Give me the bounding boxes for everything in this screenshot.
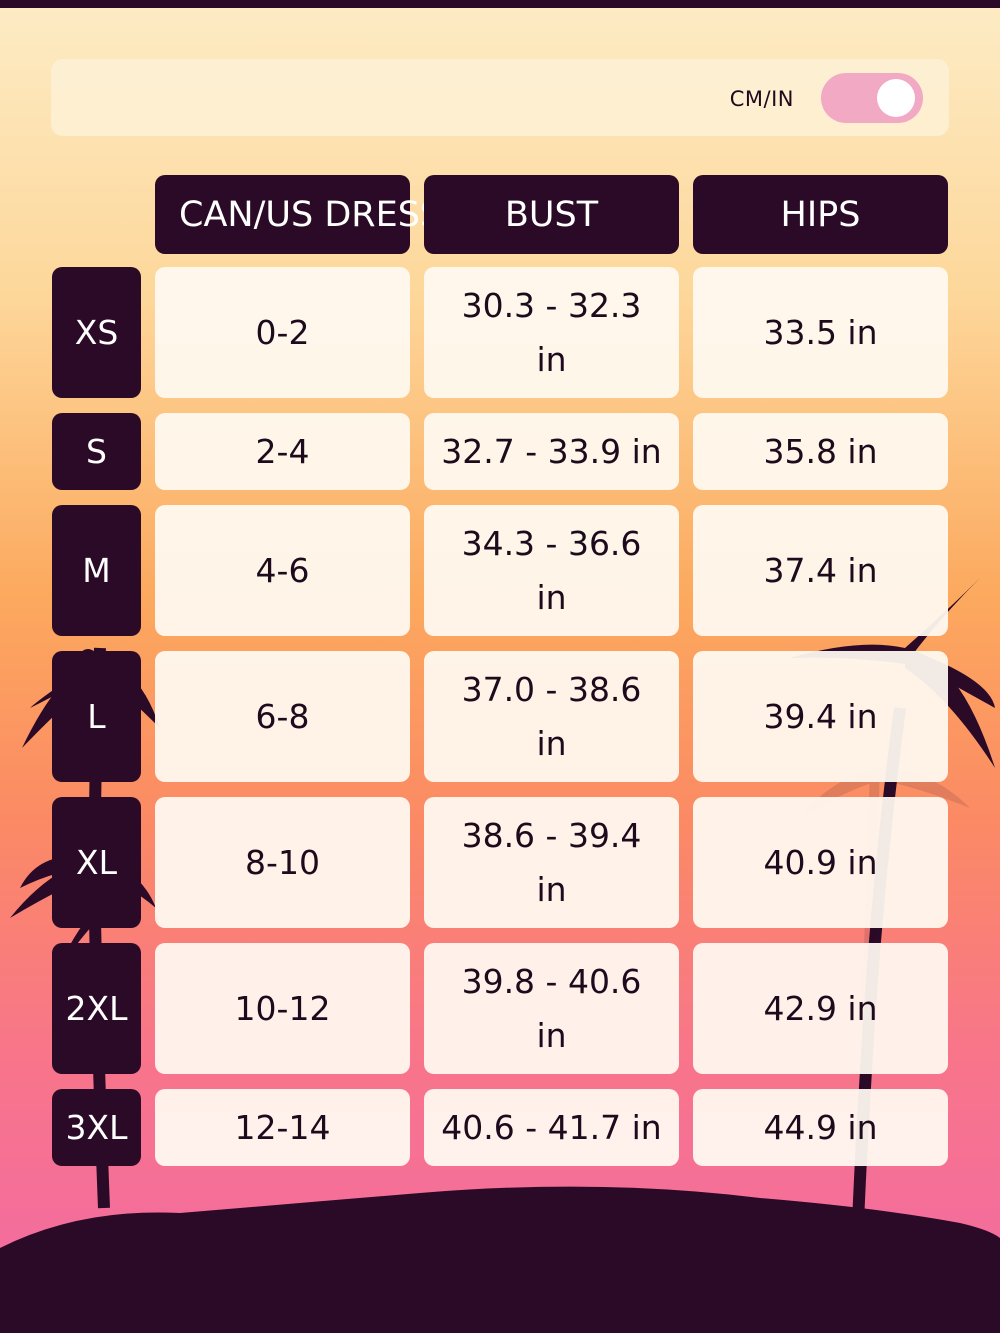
unit-toggle-switch[interactable] xyxy=(821,73,923,123)
bust-cell: 39.8 - 40.6 in xyxy=(424,943,679,1074)
column-header-bust: BUST xyxy=(424,175,679,254)
unit-toggle-label: CM/IN xyxy=(729,87,794,111)
toggle-knob xyxy=(877,79,915,117)
row-size-label: 3XL xyxy=(52,1089,141,1166)
dress-size-cell: 10-12 xyxy=(155,943,410,1074)
bust-cell: 34.3 - 36.6 in xyxy=(424,505,679,636)
row-size-label: 2XL xyxy=(52,943,141,1074)
column-header-hips: HIPS xyxy=(693,175,948,254)
hips-cell: 33.5 in xyxy=(693,267,948,398)
hips-cell: 42.9 in xyxy=(693,943,948,1074)
bust-cell: 40.6 - 41.7 in xyxy=(424,1089,679,1166)
hips-cell: 35.8 in xyxy=(693,413,948,490)
hips-cell: 44.9 in xyxy=(693,1089,948,1166)
row-size-label: XS xyxy=(52,267,141,398)
dress-size-cell: 12-14 xyxy=(155,1089,410,1166)
row-size-label: S xyxy=(52,413,141,490)
dress-size-cell: 8-10 xyxy=(155,797,410,928)
hips-cell: 39.4 in xyxy=(693,651,948,782)
unit-toolbar: CM/IN xyxy=(51,59,949,136)
dress-size-cell: 0-2 xyxy=(155,267,410,398)
hips-cell: 40.9 in xyxy=(693,797,948,928)
bust-cell: 38.6 - 39.4 in xyxy=(424,797,679,928)
bust-cell: 30.3 - 32.3 in xyxy=(424,267,679,398)
dress-size-cell: 4-6 xyxy=(155,505,410,636)
size-chart-page: CM/IN CAN/US DRESS BUST HIPS XS 0-2 30.3… xyxy=(0,8,1000,1315)
dress-size-cell: 2-4 xyxy=(155,413,410,490)
dress-size-cell: 6-8 xyxy=(155,651,410,782)
hips-cell: 37.4 in xyxy=(693,505,948,636)
bust-cell: 32.7 - 33.9 in xyxy=(424,413,679,490)
bust-cell: 37.0 - 38.6 in xyxy=(424,651,679,782)
row-size-label: M xyxy=(52,505,141,636)
row-size-label: XL xyxy=(52,797,141,928)
column-header-dress: CAN/US DRESS xyxy=(155,175,442,254)
row-size-label: L xyxy=(52,651,141,782)
